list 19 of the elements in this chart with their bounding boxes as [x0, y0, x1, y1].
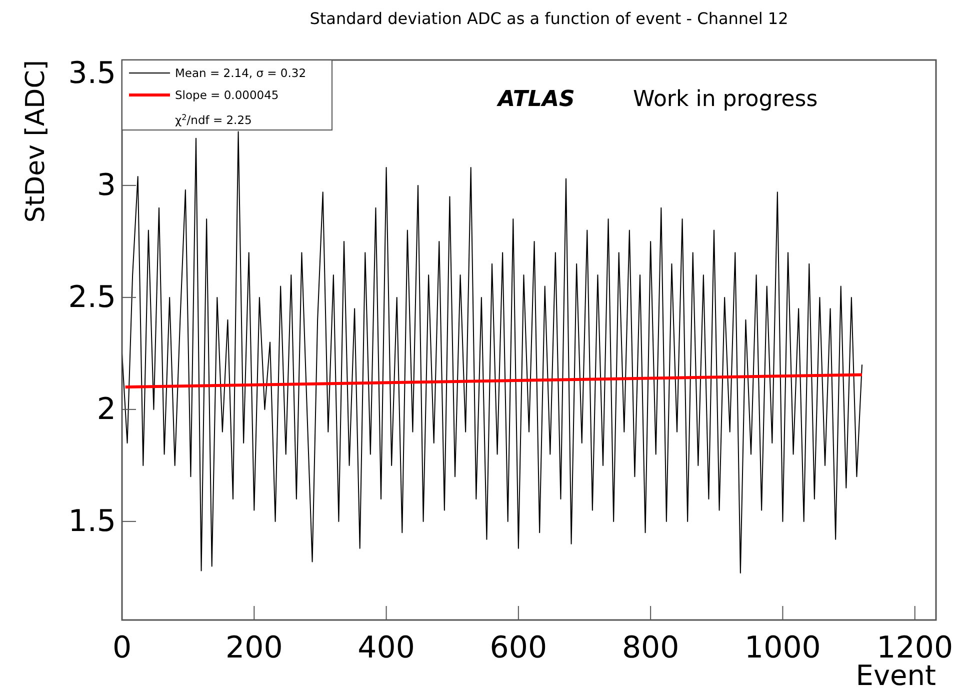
x-tick-label: 400	[358, 630, 415, 666]
x-tick-label: 1000	[744, 630, 821, 666]
x-tick-label: 600	[490, 630, 548, 666]
y-tick-label: 1.5	[68, 504, 116, 540]
annotation: Work in progress	[633, 87, 818, 112]
y-tick-label: 2	[96, 392, 116, 428]
y-axis-title: StDev [ADC]	[21, 60, 51, 223]
chart-title: Standard deviation ADC as a function of event - Channel 12	[310, 9, 788, 28]
annotation: χ$^{2}$/ndf = 2.25	[175, 112, 252, 128]
legend-label: Slope = 0.000045	[175, 88, 279, 102]
x-tick-label: 0	[112, 630, 132, 666]
x-tick-label: 800	[622, 630, 680, 666]
x-tick-label: 200	[226, 630, 283, 666]
y-tick-label: 3	[96, 168, 116, 204]
y-tick-label: 2.5	[68, 280, 116, 316]
legend-label: Mean = 2.14, σ = 0.32	[175, 66, 306, 80]
line-series	[122, 131, 862, 574]
annotation: ATLAS	[496, 87, 575, 112]
y-tick-label: 3.5	[68, 56, 116, 92]
